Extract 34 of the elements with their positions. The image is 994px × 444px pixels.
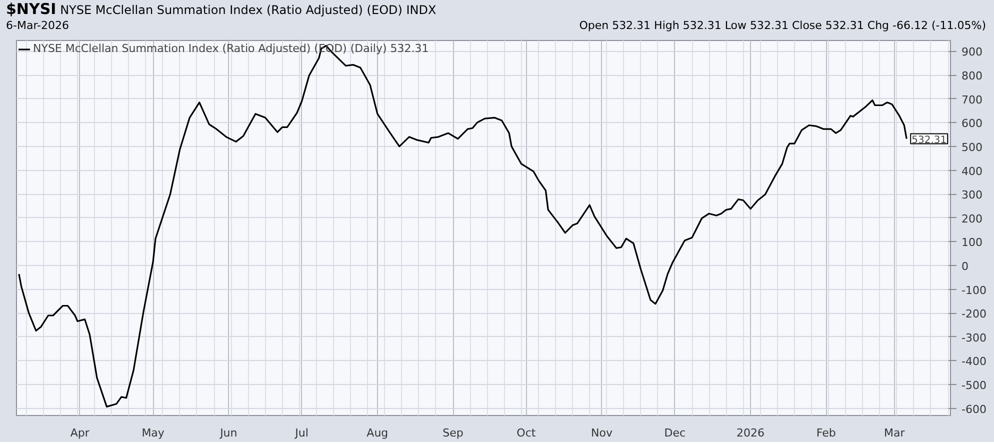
annotation: 532.31 [912, 134, 947, 146]
y-tick-label: -100 [962, 284, 986, 297]
y-tick-label: 300 [962, 188, 982, 202]
x-tick-label: Feb [816, 426, 836, 440]
line-series [18, 44, 908, 408]
y-tick-label: 200 [962, 212, 982, 226]
x-tick-label: May [142, 426, 165, 440]
y-tick-label: 700 [962, 93, 982, 106]
y-tick-label: 100 [962, 236, 982, 250]
y-tick-label: -500 [962, 379, 986, 392]
x-tick-label: Aug [366, 426, 388, 440]
text: 6-Mar-2026 [6, 18, 69, 33]
x-tick-label: Apr [70, 426, 90, 440]
y-tick-label: -300 [962, 331, 986, 344]
x-tick-label: Sep [442, 426, 464, 440]
x-tick-label: Oct [516, 426, 536, 440]
x-tick-label: Nov [591, 426, 613, 440]
x-tick-label: Mar [884, 426, 906, 440]
x-tick-label: Dec [664, 426, 686, 440]
y-tick-label: 0 [962, 260, 968, 273]
y-tick-label: 400 [962, 164, 982, 178]
y-tick-label: -200 [962, 308, 986, 321]
text: Open 532.31 High 532.31 Low 532.31 Close 532.31 Chg -66.12 (-11.05%) [579, 18, 986, 33]
y-tick-label: 500 [962, 140, 982, 154]
chart-title: $NYSI [6, 0, 56, 18]
x-tick-label: Jun [219, 426, 238, 440]
y-tick-label: 800 [962, 70, 982, 83]
y-tick-label: 600 [962, 117, 982, 130]
y-tick-label: -400 [962, 355, 986, 368]
y-tick-label: 900 [962, 46, 982, 59]
x-tick-label: Jul [294, 426, 308, 440]
y-tick-label: -600 [962, 402, 986, 416]
chart-subtitle: NYSE McClellan Summation Index (Ratio Adjusted) (EOD) INDX [60, 3, 436, 17]
x-tick-label: 2026 [736, 426, 765, 440]
